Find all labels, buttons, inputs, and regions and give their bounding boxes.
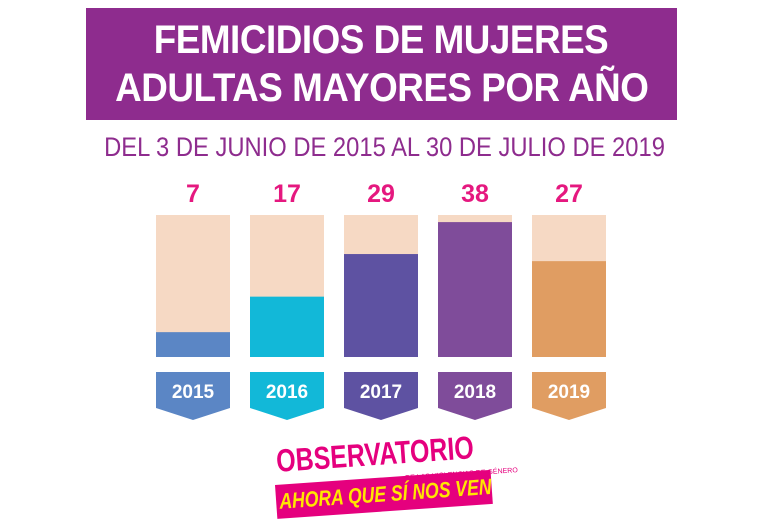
value-label: 38 [461, 180, 489, 208]
title-banner: FEMICIDIOS DE MUJERES ADULTAS MAYORES PO… [86, 8, 677, 120]
year-tag [250, 372, 324, 420]
bar [156, 332, 230, 357]
year-tag [156, 372, 230, 420]
chart-title-line-1: FEMICIDIOS DE MUJERES [154, 18, 609, 62]
year-label: 2018 [454, 382, 496, 403]
year-tag [344, 372, 418, 420]
year-label: 2016 [266, 382, 308, 403]
year-label: 2017 [360, 382, 402, 403]
year-label: 2015 [172, 382, 215, 403]
logo-slogan-band: AHORA QUE SÍ NOS VEN [275, 469, 493, 519]
value-label: 29 [367, 180, 395, 208]
year-tag [438, 372, 512, 420]
observatorio-logo: OBSERVATORIO DE LAS VIOLENCIAS DE GÉNERO… [275, 429, 518, 521]
year-label: 2019 [548, 382, 590, 403]
value-label: 17 [273, 180, 301, 208]
value-label: 7 [186, 180, 200, 208]
bar [532, 261, 606, 357]
bar [438, 222, 512, 357]
chart-title-line-2: ADULTAS MAYORES POR AÑO [114, 66, 649, 110]
value-label: 27 [555, 180, 583, 208]
bar [250, 296, 324, 357]
chart-subtitle: DEL 3 DE JUNIO DE 2015 AL 30 DE JULIO DE… [104, 132, 665, 162]
logo-slogan: AHORA QUE SÍ NOS VEN [278, 473, 493, 514]
year-tag [532, 372, 606, 420]
bar [344, 254, 418, 357]
